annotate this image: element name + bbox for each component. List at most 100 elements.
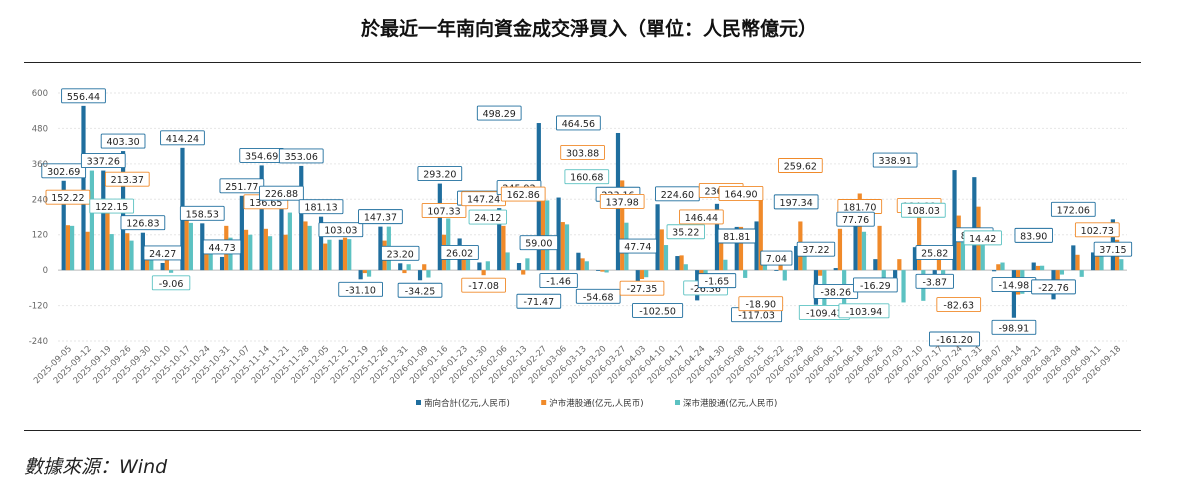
data-label: 122.15 xyxy=(89,198,135,214)
data-label-text: 224.60 xyxy=(661,190,694,201)
data-label-text: 24.12 xyxy=(474,213,501,224)
bar xyxy=(65,225,70,271)
data-label-box xyxy=(421,203,467,218)
bar xyxy=(101,170,106,271)
data-label-box xyxy=(991,319,1037,335)
bar xyxy=(802,255,807,271)
data-label-text: -103.94 xyxy=(846,307,883,318)
bar xyxy=(303,221,308,271)
data-label-box xyxy=(358,209,403,225)
data-label: 213.37 xyxy=(104,171,150,187)
data-label-text: 162.86 xyxy=(507,190,540,201)
data-label-text: -117.03 xyxy=(738,311,775,322)
legend-item: 深市港股通(亿元,人民币) xyxy=(675,398,777,409)
data-label: 102.73 xyxy=(1074,222,1120,238)
data-label: 498.29 xyxy=(476,105,522,121)
data-label-text: -161.20 xyxy=(936,335,973,346)
data-label-text: 251.77 xyxy=(225,182,258,193)
data-label-box xyxy=(915,273,954,289)
data-label-text: 136.65 xyxy=(249,198,282,209)
bar xyxy=(358,270,363,280)
bar xyxy=(723,259,728,271)
bar xyxy=(184,219,189,271)
data-label-text: 414.24 xyxy=(166,134,199,145)
data-label: 152.22 xyxy=(45,189,91,205)
data-label-box xyxy=(778,158,823,173)
data-label-box xyxy=(120,215,166,231)
data-label: 160.68 xyxy=(564,169,610,185)
bar xyxy=(243,229,249,271)
data-label-text: 337.26 xyxy=(87,157,120,168)
bar xyxy=(996,264,1001,271)
data-label: -14.98 xyxy=(991,277,1037,293)
data-label: 172.06 xyxy=(1050,201,1096,217)
bar xyxy=(219,256,225,271)
legend-swatch xyxy=(675,400,680,405)
data-label-text: -38.26 xyxy=(820,287,851,298)
data-label: 26.02 xyxy=(440,245,479,260)
bar xyxy=(734,226,739,271)
bar xyxy=(1091,252,1096,271)
data-label: -9.06 xyxy=(151,275,191,291)
data-label-text: 59.00 xyxy=(525,239,552,250)
data-label: 126.83 xyxy=(120,215,166,231)
data-label-text: 24.27 xyxy=(149,249,176,260)
bar xyxy=(164,258,169,271)
bar xyxy=(604,270,609,273)
data-label-text: 498.29 xyxy=(483,109,516,120)
bar xyxy=(719,240,724,271)
bar xyxy=(402,270,407,274)
y-tick-label: 240 xyxy=(32,195,48,205)
data-label-text: 259.62 xyxy=(784,161,817,172)
data-label-box xyxy=(760,250,793,266)
data-label-box xyxy=(298,199,344,215)
data-label: 338.91 xyxy=(872,152,918,168)
data-label: 181.13 xyxy=(298,199,344,215)
data-label-box xyxy=(1074,222,1120,238)
data-label-box xyxy=(278,148,324,164)
bar xyxy=(1000,262,1005,271)
bar xyxy=(738,226,744,271)
data-label-text: 37.15 xyxy=(1099,245,1126,256)
data-label-text: 44.73 xyxy=(208,243,235,254)
bar xyxy=(936,251,942,271)
data-label: 24.27 xyxy=(143,245,182,261)
data-label: 464.56 xyxy=(556,115,601,131)
data-label-text: 354.69 xyxy=(245,151,278,162)
data-label: -102.50 xyxy=(632,302,684,318)
bar xyxy=(901,270,906,303)
y-tick-label: 600 xyxy=(32,89,48,99)
data-label-text: -26.36 xyxy=(690,284,721,295)
data-label: 226.88 xyxy=(259,185,304,201)
data-label: 37.22 xyxy=(796,241,836,257)
data-label-text: 302.69 xyxy=(47,167,80,178)
data-label-box xyxy=(560,144,605,160)
data-label: -31.10 xyxy=(338,281,383,297)
data-label: -161.20 xyxy=(929,331,981,347)
data-label: 107.33 xyxy=(421,203,467,218)
data-label-text: -17.08 xyxy=(468,281,499,292)
bar xyxy=(426,270,431,278)
data-label-box xyxy=(666,224,705,240)
bar xyxy=(893,270,898,282)
data-label: 556.44 xyxy=(61,88,106,104)
bar xyxy=(263,228,268,271)
data-label: -1.65 xyxy=(697,273,737,289)
data-label-box xyxy=(718,186,764,201)
bar xyxy=(564,224,570,271)
data-label-text: -27.35 xyxy=(627,284,658,295)
bar xyxy=(465,259,471,271)
legend-item: 南向合計(亿元,人民币) xyxy=(416,398,510,409)
data-label: 164.90 xyxy=(718,186,764,201)
bar xyxy=(279,203,284,271)
data-label: -16.29 xyxy=(852,277,898,293)
bar xyxy=(897,259,902,271)
bar xyxy=(505,252,510,271)
data-label-box xyxy=(838,303,890,319)
data-label: -3.87 xyxy=(915,273,954,289)
data-label-box xyxy=(632,302,684,318)
data-label-text: 226.88 xyxy=(265,189,298,200)
bar xyxy=(338,239,343,271)
legend-swatch xyxy=(541,400,547,405)
bar xyxy=(1119,259,1124,271)
